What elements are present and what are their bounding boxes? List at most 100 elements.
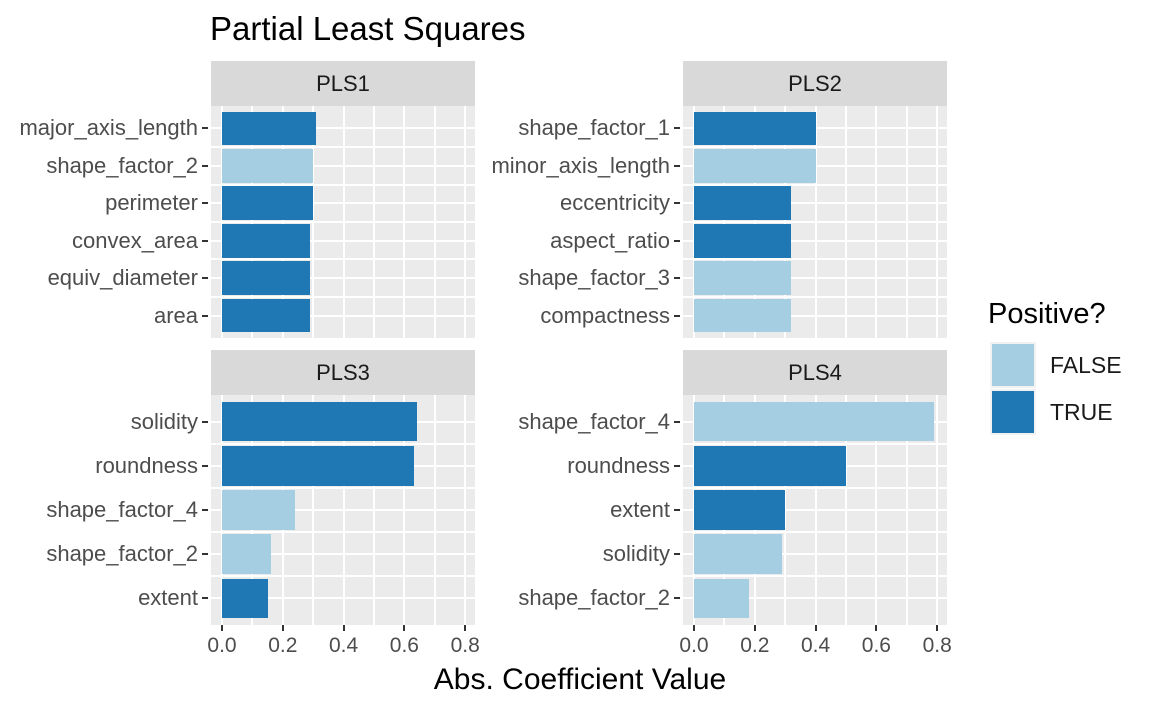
gridline-horizontal xyxy=(211,258,475,261)
gridline-horizontal xyxy=(211,239,475,242)
gridline-horizontal xyxy=(683,183,947,186)
y-axis-label: aspect_ratio xyxy=(550,227,670,253)
gridline-horizontal xyxy=(683,486,947,489)
x-tick-mark xyxy=(875,625,878,631)
bar-PLS2-shape_factor_1 xyxy=(694,111,816,146)
y-axis-label: shape_factor_1 xyxy=(518,115,670,141)
x-axis-tick-label: 0.6 xyxy=(389,634,419,657)
bar-PLS1-area xyxy=(222,298,311,333)
bar-PLS2-compactness xyxy=(694,298,792,333)
bar-PLS2-shape_factor_3 xyxy=(694,261,792,295)
y-axis-label: shape_factor_3 xyxy=(518,265,670,291)
y-tick-mark xyxy=(202,164,208,167)
gridline-horizontal xyxy=(211,164,475,167)
facet-strip-PLS1: PLS1 xyxy=(211,61,475,106)
y-axis-label: convex_area xyxy=(72,227,198,253)
bar-PLS3-solidity xyxy=(222,401,417,442)
y-tick-mark xyxy=(674,314,680,317)
y-tick-mark xyxy=(202,597,208,600)
x-axis-tick-label: 0.2 xyxy=(740,634,770,657)
legend-label-FALSE: FALSE xyxy=(1050,351,1122,378)
facet-panel-PLS3 xyxy=(211,395,475,625)
x-tick-mark xyxy=(753,625,756,631)
gridline-horizontal xyxy=(211,127,475,130)
gridline-horizontal xyxy=(683,239,947,242)
y-axis-label: shape_factor_2 xyxy=(46,152,198,178)
gridline-horizontal xyxy=(683,597,947,600)
y-tick-mark xyxy=(202,553,208,556)
gridline-horizontal xyxy=(211,509,475,511)
y-tick-mark xyxy=(202,314,208,317)
y-tick-mark xyxy=(674,277,680,280)
bar-PLS4-roundness xyxy=(694,445,846,486)
bar-PLS1-equiv_diameter xyxy=(222,261,311,295)
x-tick-mark xyxy=(814,625,817,631)
x-axis-tick-label: 0.2 xyxy=(268,634,298,657)
x-axis-tick-label: 0.8 xyxy=(450,634,480,657)
bar-PLS2-eccentricity xyxy=(694,186,792,221)
y-tick-mark xyxy=(674,420,680,423)
x-tick-mark xyxy=(342,625,345,631)
y-tick-mark xyxy=(202,239,208,242)
gridline-horizontal xyxy=(683,575,947,578)
y-axis-label: shape_factor_4 xyxy=(46,497,198,522)
legend-swatch-FALSE xyxy=(990,342,1036,388)
y-axis-label: solidity xyxy=(602,541,670,567)
y-axis-label: equiv_diameter xyxy=(47,265,198,291)
x-tick-mark xyxy=(221,625,223,631)
x-axis-tick-label: 0.0 xyxy=(679,634,709,657)
bar-PLS2-aspect_ratio xyxy=(694,223,792,258)
bar-PLS3-extent xyxy=(222,578,268,619)
bar-PLS2-minor_axis_length xyxy=(694,149,816,183)
bar-PLS4-shape_factor_4 xyxy=(694,401,935,442)
gridline-horizontal xyxy=(683,258,947,261)
gridline-horizontal xyxy=(683,553,947,556)
y-tick-mark xyxy=(674,127,680,130)
bar-PLS3-roundness xyxy=(222,445,414,486)
y-axis-label: solidity xyxy=(130,408,198,434)
gridline-horizontal xyxy=(211,183,475,186)
bar-PLS4-extent xyxy=(694,490,786,530)
bar-PLS1-shape_factor_2 xyxy=(222,149,314,183)
y-axis-label: shape_factor_4 xyxy=(518,408,670,434)
y-tick-mark xyxy=(674,509,680,511)
gridline-horizontal xyxy=(683,202,947,205)
facet-panel-PLS4 xyxy=(683,395,947,625)
legend-swatch-TRUE xyxy=(990,389,1036,435)
facet-panel-PLS1 xyxy=(211,106,475,338)
y-axis-label: eccentricity xyxy=(559,190,670,216)
y-tick-mark xyxy=(674,164,680,167)
y-axis-label: minor_axis_length xyxy=(491,152,670,178)
x-axis-tick-label: 0.8 xyxy=(922,634,952,657)
bar-PLS3-shape_factor_2 xyxy=(222,534,271,575)
y-tick-mark xyxy=(674,239,680,242)
y-axis-label: extent xyxy=(610,497,670,522)
bar-PLS4-shape_factor_2 xyxy=(694,578,749,619)
x-axis-tick-label: 0.0 xyxy=(207,634,237,657)
bar-PLS4-solidity xyxy=(694,534,783,575)
legend-key-TRUE: TRUE xyxy=(990,389,1122,435)
x-axis-tick-label: 0.6 xyxy=(861,634,891,657)
y-tick-mark xyxy=(674,202,680,205)
gridline-horizontal xyxy=(683,314,947,317)
x-tick-mark xyxy=(403,625,406,631)
y-axis-label: compactness xyxy=(540,302,670,328)
gridline-horizontal xyxy=(683,146,947,149)
y-axis-label: shape_factor_2 xyxy=(46,541,198,567)
y-axis-label: roundness xyxy=(567,452,670,478)
gridline-horizontal xyxy=(683,277,947,280)
gridline-horizontal xyxy=(211,597,475,600)
gridline-horizontal xyxy=(211,442,475,445)
y-tick-mark xyxy=(674,464,680,467)
bar-PLS3-shape_factor_4 xyxy=(222,490,295,530)
y-axis-label: roundness xyxy=(95,452,198,478)
facet-strip-PLS2: PLS2 xyxy=(683,61,947,106)
y-axis-label: shape_factor_2 xyxy=(518,585,670,611)
gridline-horizontal xyxy=(683,509,947,511)
bar-PLS1-convex_area xyxy=(222,223,311,258)
y-tick-mark xyxy=(202,277,208,280)
legend-label-TRUE: TRUE xyxy=(1050,398,1113,425)
legend-key-FALSE: FALSE xyxy=(990,342,1122,388)
gridline-horizontal xyxy=(683,531,947,534)
